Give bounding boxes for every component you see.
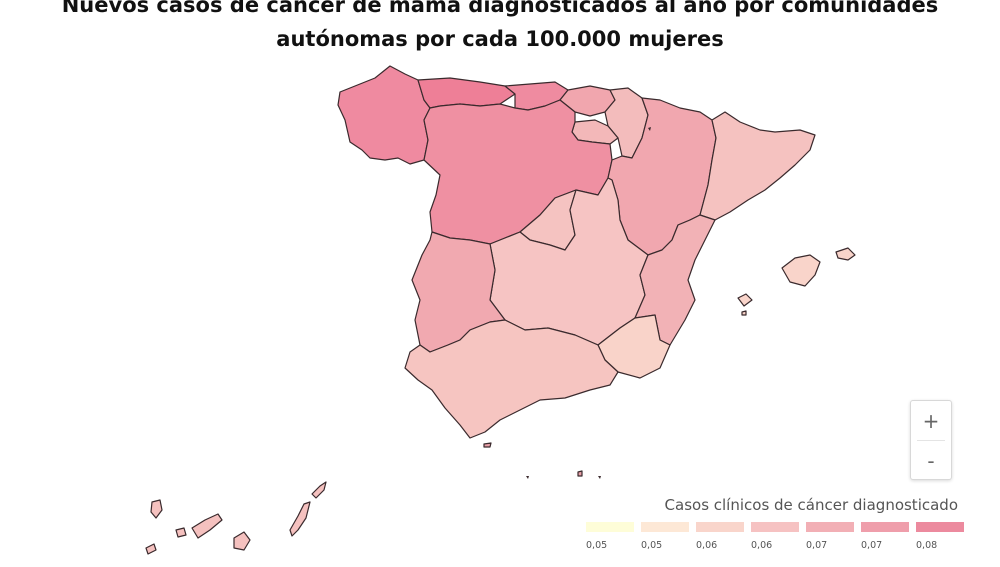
island-lanzarote[interactable] — [311, 481, 327, 499]
region-murcia[interactable] — [597, 314, 671, 379]
region-melilla[interactable] — [577, 470, 583, 477]
zoom-divider — [917, 440, 945, 441]
legend-title: Casos clínicos de cáncer diagnosticado — [664, 496, 958, 514]
speck-north — [648, 127, 651, 131]
region-cataluna[interactable] — [699, 111, 816, 221]
zoom-out-button[interactable]: - — [911, 441, 951, 480]
legend-swatch — [806, 522, 854, 532]
island-fuerteventura[interactable] — [289, 501, 311, 537]
region-canarias[interactable] — [145, 481, 327, 555]
speck-chafarinas — [598, 476, 601, 479]
island-el-hierro[interactable] — [145, 543, 157, 555]
island-la-gomera[interactable] — [175, 527, 187, 538]
zoom-control: + - — [910, 400, 952, 480]
map-title: Nuevos casos de cáncer de mama diagnosti… — [61, 0, 939, 51]
legend-label: 0,07 — [861, 540, 883, 551]
legend-swatch — [751, 522, 799, 532]
legend-label: 0,06 — [696, 540, 718, 551]
legend-label: 0,07 — [806, 540, 828, 551]
island-tenerife[interactable] — [191, 513, 223, 539]
legend-swatch — [586, 522, 634, 532]
island-la-palma[interactable] — [150, 499, 163, 519]
legend-swatch — [916, 522, 964, 532]
color-legend: Casos clínicos de cáncer diagnosticado 0… — [586, 496, 976, 554]
legend-swatch — [696, 522, 744, 532]
speck-alboran — [526, 476, 529, 479]
island-ibiza[interactable] — [737, 293, 753, 307]
legend-swatches: 0,05 0,05 0,06 0,06 0,07 0,07 0,08 — [586, 522, 976, 554]
island-formentera[interactable] — [741, 310, 747, 316]
legend-label: 0,05 — [586, 540, 608, 551]
region-islas-baleares[interactable] — [737, 247, 856, 316]
legend-swatch — [861, 522, 909, 532]
region-andalucia[interactable] — [404, 319, 619, 439]
island-menorca[interactable] — [835, 247, 856, 261]
legend-label: 0,05 — [641, 540, 663, 551]
legend-label: 0,06 — [751, 540, 773, 551]
region-ceuta[interactable] — [483, 442, 492, 448]
island-gran-canaria[interactable] — [233, 531, 251, 551]
island-mallorca[interactable] — [781, 254, 821, 287]
legend-label: 0,08 — [916, 540, 938, 551]
region-galicia[interactable] — [337, 65, 431, 165]
legend-swatch — [641, 522, 689, 532]
zoom-in-button[interactable]: + — [911, 401, 951, 440]
